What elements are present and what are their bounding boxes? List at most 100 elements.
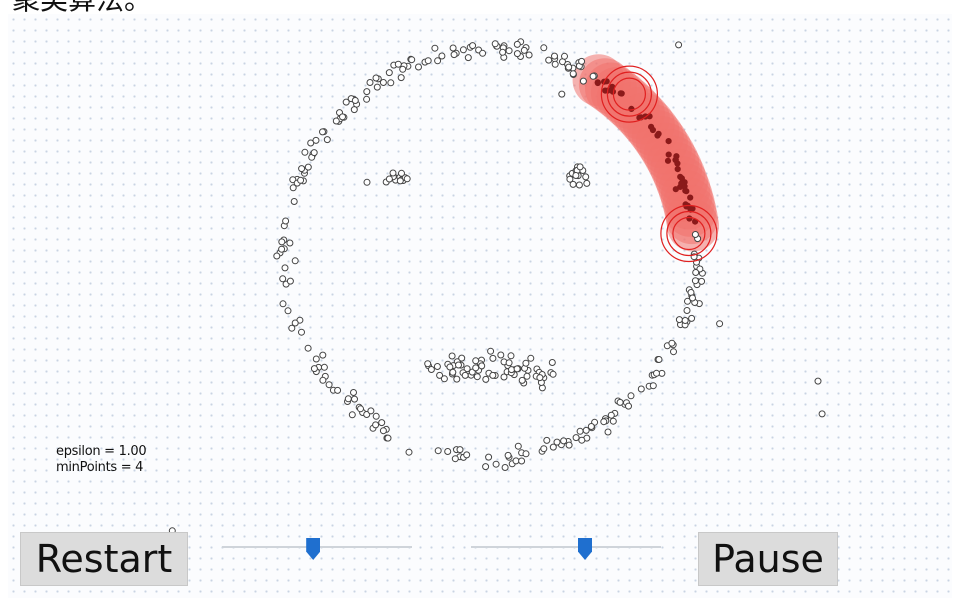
data-point [627, 392, 635, 400]
data-point [389, 169, 397, 177]
data-point [472, 364, 480, 372]
data-point [548, 359, 556, 366]
data-point [323, 136, 331, 144]
data-point [379, 427, 387, 435]
epsilon-slider-thumb[interactable] [306, 538, 321, 560]
data-point [319, 376, 327, 384]
data-point [403, 175, 411, 183]
data-point [504, 451, 512, 459]
data-point [312, 355, 320, 363]
cluster-region [667, 199, 719, 252]
data-point [625, 402, 632, 410]
data-point [273, 252, 281, 260]
epsilon-slider[interactable] [222, 538, 412, 560]
data-point [469, 42, 477, 50]
data-point [451, 455, 459, 463]
data-point [683, 307, 691, 314]
cluster-point [648, 123, 655, 130]
data-point [304, 163, 312, 171]
cluster-point [678, 175, 686, 182]
data-point [566, 175, 574, 183]
noise-point [814, 377, 822, 385]
data-point [560, 437, 568, 445]
data-point [282, 217, 290, 225]
data-point [540, 44, 548, 52]
data-point [637, 385, 645, 393]
data-point [513, 50, 521, 58]
data-point [536, 374, 544, 382]
data-point [551, 52, 558, 60]
data-point [607, 411, 615, 419]
data-point [497, 351, 505, 359]
data-point [427, 366, 435, 373]
data-point [372, 412, 380, 420]
data-point [482, 463, 490, 471]
cluster-point [686, 215, 693, 222]
data-point [397, 74, 405, 82]
epsilon-ring [600, 65, 659, 123]
data-point [576, 163, 584, 171]
data-point [278, 245, 286, 253]
data-point [372, 421, 380, 429]
parameter-readout: epsilon = 1.00 minPoints = 4 [56, 444, 147, 476]
cluster-point [618, 90, 625, 97]
data-point [450, 51, 458, 59]
data-point [379, 79, 387, 86]
data-point [434, 447, 442, 455]
cluster-point [594, 79, 601, 87]
data-point [545, 56, 553, 64]
data-point [286, 239, 294, 247]
data-point [487, 347, 495, 355]
data-point [505, 47, 513, 55]
data-point [312, 136, 320, 144]
minpoints-slider-thumb[interactable] [578, 538, 592, 560]
data-point [436, 371, 444, 379]
data-point [310, 149, 318, 157]
data-point [344, 395, 352, 403]
data-point [561, 52, 568, 60]
data-point [684, 297, 691, 305]
data-point [350, 106, 358, 114]
data-point [351, 97, 359, 104]
data-point [438, 52, 446, 60]
data-point [609, 417, 617, 425]
minpoints-slider-track[interactable] [471, 546, 661, 548]
data-point [616, 398, 624, 406]
data-point [565, 441, 573, 449]
data-point [332, 117, 340, 125]
data-point [489, 371, 497, 379]
epsilon-ring [612, 77, 647, 111]
data-point [319, 351, 327, 359]
scatter-plot [168, 38, 826, 535]
data-point [518, 376, 526, 384]
data-point [310, 365, 318, 373]
data-point [472, 357, 480, 365]
minpoints-slider[interactable] [471, 538, 661, 560]
cluster-point [665, 151, 672, 158]
data-point [653, 369, 660, 377]
data-point [473, 373, 481, 381]
data-point [527, 354, 535, 362]
data-point [485, 453, 493, 461]
data-point [288, 324, 296, 332]
data-point [325, 381, 333, 389]
pause-button[interactable]: Pause [698, 532, 838, 586]
dbscan-canvas: epsilon = 1.00 minPoints = 4 Restart Pau… [8, 14, 952, 598]
data-point [461, 371, 469, 379]
epsilon-ring [660, 204, 718, 263]
data-point [589, 72, 597, 80]
data-point [551, 60, 559, 68]
data-point [691, 231, 699, 238]
data-point [384, 434, 392, 442]
data-point [513, 40, 521, 48]
restart-button[interactable]: Restart [20, 532, 188, 586]
data-point [415, 63, 422, 71]
cluster-point [665, 138, 672, 145]
data-point [698, 277, 706, 285]
data-point [501, 464, 509, 471]
data-point [433, 363, 441, 370]
data-point [572, 434, 580, 442]
data-point [372, 74, 380, 82]
data-point [291, 257, 299, 265]
data-point [284, 307, 292, 315]
